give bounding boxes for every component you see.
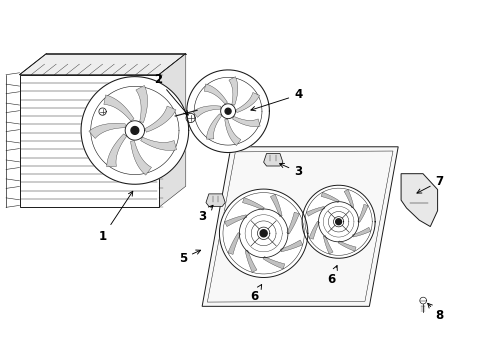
- Polygon shape: [242, 197, 264, 210]
- Text: 6: 6: [249, 285, 261, 303]
- Polygon shape: [145, 106, 176, 132]
- Polygon shape: [206, 194, 225, 206]
- Polygon shape: [131, 127, 138, 134]
- Polygon shape: [262, 256, 284, 269]
- Text: 6: 6: [326, 266, 336, 286]
- Polygon shape: [344, 190, 353, 208]
- Polygon shape: [224, 215, 246, 227]
- Polygon shape: [227, 233, 240, 255]
- Polygon shape: [159, 54, 185, 207]
- Polygon shape: [232, 116, 259, 127]
- Polygon shape: [186, 70, 269, 152]
- Polygon shape: [140, 137, 176, 150]
- Polygon shape: [337, 241, 355, 251]
- Polygon shape: [320, 192, 338, 203]
- Text: 5: 5: [179, 250, 200, 265]
- Polygon shape: [235, 92, 259, 112]
- Text: 8: 8: [427, 303, 443, 322]
- Polygon shape: [228, 77, 237, 105]
- Bar: [19, 75, 159, 207]
- Polygon shape: [308, 221, 319, 239]
- Polygon shape: [357, 204, 367, 222]
- Polygon shape: [335, 219, 341, 225]
- Polygon shape: [224, 119, 241, 146]
- Polygon shape: [400, 174, 437, 227]
- Polygon shape: [259, 230, 267, 237]
- Text: 3: 3: [197, 205, 212, 223]
- Polygon shape: [302, 185, 374, 258]
- Polygon shape: [202, 147, 397, 306]
- Polygon shape: [106, 134, 126, 167]
- Polygon shape: [245, 250, 257, 272]
- Polygon shape: [263, 154, 282, 166]
- Polygon shape: [352, 227, 370, 237]
- Polygon shape: [136, 85, 147, 122]
- Text: 2: 2: [153, 73, 188, 115]
- Polygon shape: [19, 54, 185, 75]
- Polygon shape: [130, 141, 151, 175]
- Polygon shape: [225, 108, 230, 114]
- Polygon shape: [270, 194, 282, 216]
- Text: 7: 7: [416, 175, 443, 193]
- Polygon shape: [286, 212, 299, 234]
- Polygon shape: [204, 84, 227, 104]
- Polygon shape: [89, 123, 125, 139]
- Polygon shape: [323, 236, 333, 254]
- Text: 4: 4: [250, 89, 302, 111]
- Polygon shape: [104, 95, 134, 121]
- Polygon shape: [81, 77, 188, 184]
- Polygon shape: [219, 189, 307, 277]
- Text: 3: 3: [279, 164, 302, 178]
- Polygon shape: [280, 240, 302, 252]
- Polygon shape: [306, 206, 324, 216]
- Polygon shape: [206, 114, 221, 139]
- Polygon shape: [192, 106, 220, 117]
- Text: 1: 1: [99, 191, 133, 243]
